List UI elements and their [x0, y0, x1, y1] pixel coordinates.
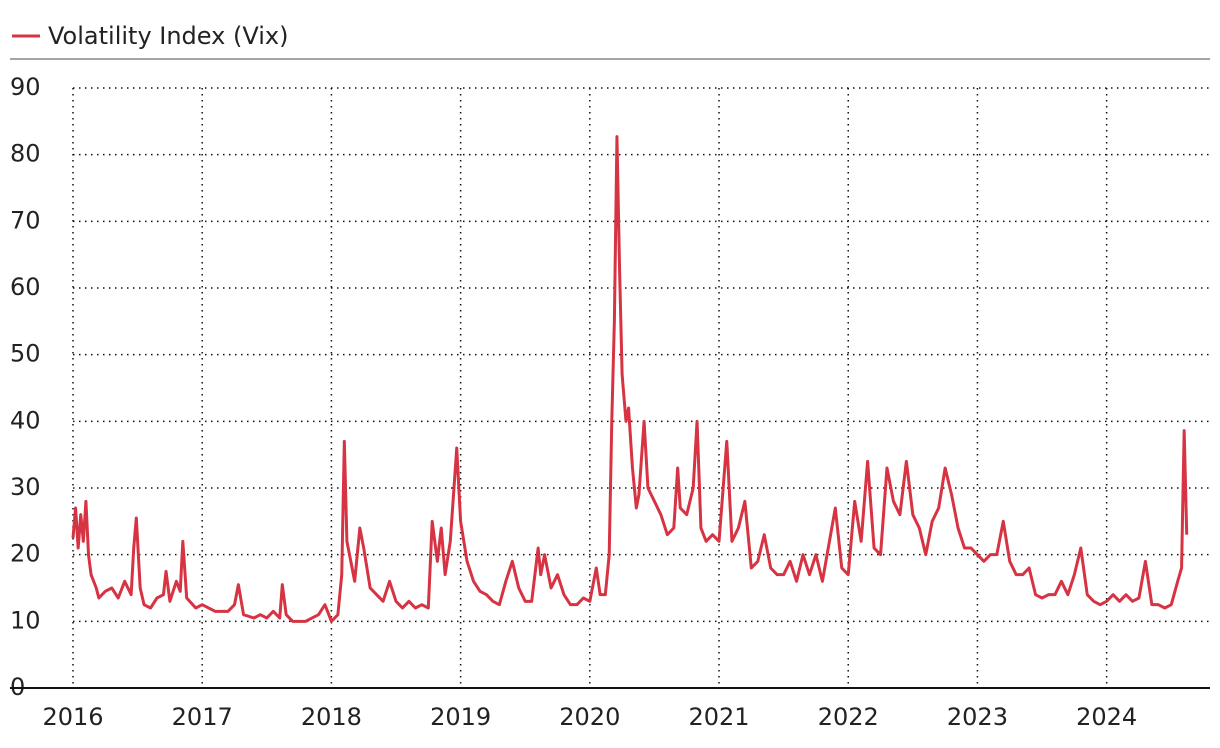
y-tick-label: 60 [10, 273, 41, 301]
y-tick-label: 10 [10, 606, 41, 634]
legend-label: Volatility Index (Vix) [48, 22, 288, 50]
x-tick-label: 2016 [42, 703, 103, 731]
x-tick-label: 2023 [947, 703, 1008, 731]
y-tick-label: 30 [10, 473, 41, 501]
y-tick-label: 50 [10, 340, 41, 368]
y-tick-label: 70 [10, 206, 41, 234]
x-tick-label: 2017 [172, 703, 233, 731]
x-tick-label: 2019 [430, 703, 491, 731]
x-tick-label: 2021 [688, 703, 749, 731]
y-tick-label: 40 [10, 406, 41, 434]
x-tick-label: 2022 [818, 703, 879, 731]
y-tick-label: 20 [10, 540, 41, 568]
x-tick-label: 2024 [1076, 703, 1137, 731]
x-tick-label: 2020 [559, 703, 620, 731]
x-tick-label: 2018 [301, 703, 362, 731]
y-tick-label: 90 [10, 73, 41, 101]
y-tick-label: 80 [10, 140, 41, 168]
series-line [71, 135, 1189, 623]
